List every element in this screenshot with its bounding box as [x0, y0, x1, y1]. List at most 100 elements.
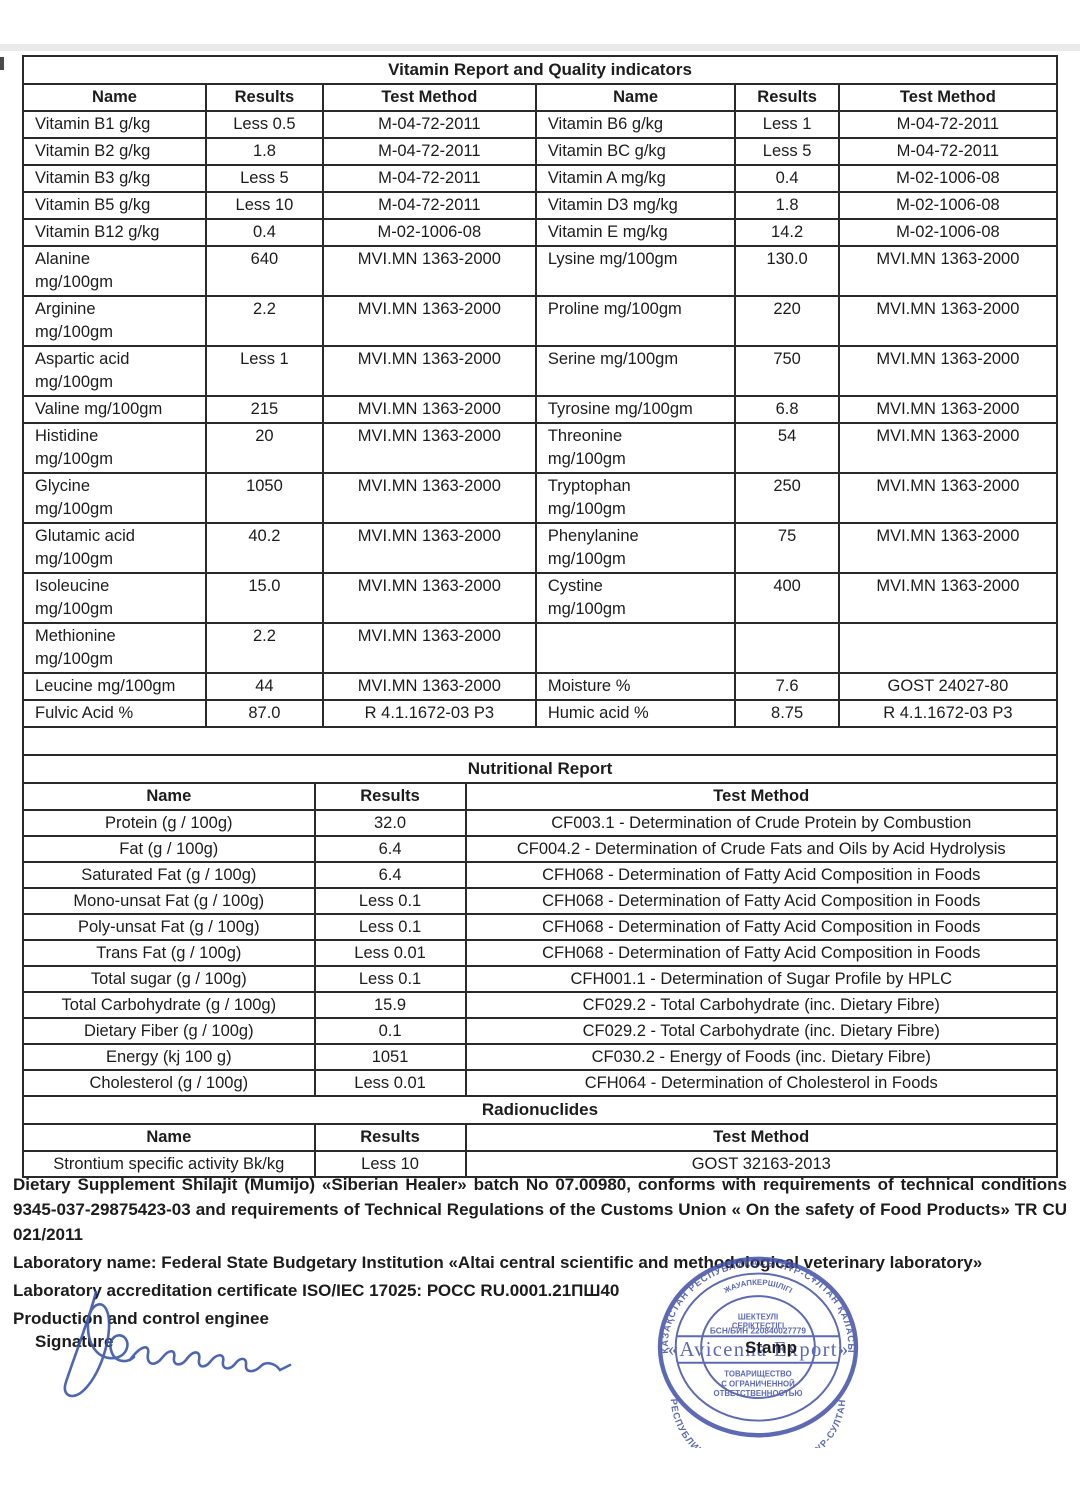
table-cell: 75: [734, 522, 840, 574]
table-cell: Methionine mg/100gm: [21, 622, 208, 674]
stamp-bin-number: БСН/БИН 220840027779: [710, 1325, 806, 1335]
table-cell: Leucine mg/100gm: [21, 672, 208, 701]
table-cell: Cholesterol (g / 100g): [22, 1069, 316, 1097]
table-cell: Vitamin E mg/kg: [534, 218, 737, 247]
table-cell: [837, 622, 1059, 674]
table-cell: Vitamin B5 g/kg: [21, 191, 208, 220]
table-cell: CFH068 - Determination of Fatty Acid Com…: [464, 913, 1059, 941]
table-cell: 0.4: [205, 218, 324, 247]
table-cell: Total sugar (g / 100g): [22, 965, 316, 993]
table-cell: Vitamin B1 g/kg: [21, 110, 208, 139]
vitamin-table-title-row: Vitamin Report and Quality indicators: [22, 55, 1058, 85]
table-row: Vitamin B2 g/kg 1.8 M-04-72-2011 Vitamin BC…: [21, 137, 1059, 166]
table-row: Alanine mg/100gm 640 MVI.MN 1363-2000 Lysin…: [21, 245, 1059, 297]
table-cell: 6.4: [313, 861, 467, 889]
table-cell: Proline mg/100gm: [534, 295, 737, 347]
table-cell: MVI.MN 1363-2000: [321, 345, 537, 397]
stamp-outer-bottom-text: РЕСПУБЛИКА КАЗАХСТАН ГОРОД НУР-СУЛТАН: [669, 1398, 847, 1476]
table-cell: Aspartic acid mg/100gm: [21, 345, 208, 397]
table-cell: Less 0.1: [313, 913, 467, 941]
table-cell: Histidine mg/100gm: [21, 422, 208, 474]
table-cell: CF029.2 - Total Carbohydrate (inc. Dieta…: [464, 1017, 1059, 1045]
table-cell: Saturated Fat (g / 100g): [22, 861, 316, 889]
nutritional-table-header-row: Name Results Test Method: [22, 782, 1059, 811]
table-cell: 20: [205, 422, 324, 474]
table-cell: Less 5: [205, 164, 324, 193]
table-cell: CF030.2 - Energy of Foods (inc. Dietary …: [464, 1043, 1059, 1071]
table-cell: MVI.MN 1363-2000: [321, 295, 537, 347]
engineer-line: Production and control enginee: [13, 1309, 269, 1328]
table-cell: R 4.1.1672-03 P3: [321, 699, 537, 728]
scan-edge-artifact: [0, 57, 4, 70]
table-row: Glycine mg/100gm 1050 MVI.MN 1363-2000 Tryp…: [21, 472, 1059, 524]
table-row: Protein (g / 100g) 32.0 CF003.1 - Determin…: [22, 809, 1059, 837]
column-header: Test Method: [464, 1123, 1059, 1152]
table-cell: MVI.MN 1363-2000: [837, 295, 1059, 347]
column-header: Name: [22, 782, 316, 811]
radionuclides-table: Radionuclides Name Results Test Method Str…: [22, 1095, 1059, 1178]
table-cell: CFH001.1 - Determination of Sugar Profil…: [464, 965, 1059, 993]
table-cell: 400: [734, 572, 840, 624]
table-cell: 0.1: [313, 1017, 467, 1045]
table-cell: R 4.1.1672-03 P3: [837, 699, 1059, 728]
table-cell: GOST 32163-2013: [464, 1150, 1059, 1178]
table-cell: Humic acid %: [534, 699, 737, 728]
table-row: Total sugar (g / 100g) Less 0.1 CFH001.1 -…: [22, 965, 1059, 993]
table-cell: M-02-1006-08: [837, 164, 1059, 193]
radionuclides-table-title-row: Radionuclides: [22, 1095, 1058, 1125]
table-spacer-row: [22, 726, 1058, 756]
vitamin-report-table: Vitamin Report and Quality indicators Na…: [21, 55, 1059, 756]
table-row: Strontium specific activity Bk/kg Less 10…: [22, 1150, 1059, 1178]
table-row: Fulvic Acid % 87.0 R 4.1.1672-03 P3 Humic a…: [21, 699, 1059, 728]
table-cell: M-02-1006-08: [321, 218, 537, 247]
nutritional-report-table: Nutritional Report Name Results Test Metho…: [22, 754, 1059, 1097]
table-cell: 44: [205, 672, 324, 701]
table-cell: 40.2: [205, 522, 324, 574]
table-cell: GOST 24027-80: [837, 672, 1059, 701]
table-cell: 6.8: [734, 395, 840, 424]
table-cell: 14.2: [734, 218, 840, 247]
table-row: Vitamin B5 g/kg Less 10 M-04-72-2011 Vitami…: [21, 191, 1059, 220]
table-cell: MVI.MN 1363-2000: [837, 345, 1059, 397]
table-cell: MVI.MN 1363-2000: [837, 522, 1059, 574]
table-cell: Vitamin BC g/kg: [534, 137, 737, 166]
table-cell: 1.8: [734, 191, 840, 220]
table-cell: Tyrosine mg/100gm: [534, 395, 737, 424]
accreditation-certificate: Laboratory accreditation certificate ISO…: [13, 1281, 620, 1300]
table-row: Cholesterol (g / 100g) Less 0.01 CFH064 - …: [22, 1069, 1059, 1097]
table-row: Vitamin B3 g/kg Less 5 M-04-72-2011 Vitamin…: [21, 164, 1059, 193]
table-row: Total Carbohydrate (g / 100g) 15.9 CF029.2…: [22, 991, 1059, 1019]
table-cell: 130.0: [734, 245, 840, 297]
table-cell: 250: [734, 472, 840, 524]
column-header: Test Method: [464, 782, 1059, 811]
radionuclides-table-body: Strontium specific activity Bk/kg Less 10…: [22, 1150, 1059, 1178]
table-row: Histidine mg/100gm 20 MVI.MN 1363-2000 Thre…: [21, 422, 1059, 474]
table-row: Arginine mg/100gm 2.2 MVI.MN 1363-2000 Prol…: [21, 295, 1059, 347]
table-cell: Phenylanine mg/100gm: [534, 522, 737, 574]
table-cell: MVI.MN 1363-2000: [321, 245, 537, 297]
stamp-inner-line3: СЕРІКТЕСТІГІ: [732, 1321, 784, 1330]
table-cell: Less 0.01: [313, 1069, 467, 1097]
table-cell: Less 1: [734, 110, 840, 139]
table-cell: Lysine mg/100gm: [534, 245, 737, 297]
table-cell: Moisture %: [534, 672, 737, 701]
table-cell: Vitamin B3 g/kg: [21, 164, 208, 193]
laboratory-name: Laboratory name: Federal State Budgetary…: [13, 1253, 983, 1272]
table-cell: 8.75: [734, 699, 840, 728]
table-row: Dietary Fiber (g / 100g) 0.1 CF029.2 - Tot…: [22, 1017, 1059, 1045]
table-cell: Energy (kj 100 g): [22, 1043, 316, 1071]
stamp-bottom-line2: С ОГРАНИЧЕННОЙ: [721, 1379, 795, 1388]
table-cell: CF003.1 - Determination of Crude Protein…: [464, 809, 1059, 837]
table-cell: MVI.MN 1363-2000: [321, 522, 537, 574]
nutritional-table-body: Protein (g / 100g) 32.0 CF003.1 - Determin…: [22, 809, 1059, 1097]
table-cell: Less 5: [734, 137, 840, 166]
table-cell: 750: [734, 345, 840, 397]
table-cell: 87.0: [205, 699, 324, 728]
stamp-inner-line1: ЖАУАПКЕРШІЛІГІ: [722, 1278, 794, 1296]
table-cell: M-04-72-2011: [837, 137, 1059, 166]
vitamin-table-body: Vitamin B1 g/kg Less 0.5 M-04-72-2011 Vitam…: [21, 110, 1059, 728]
table-cell: Vitamin A mg/kg: [534, 164, 737, 193]
table-row: Isoleucine mg/100gm 15.0 MVI.MN 1363-2000 C…: [21, 572, 1059, 624]
table-cell: M-02-1006-08: [837, 218, 1059, 247]
column-header: Name: [534, 83, 737, 112]
